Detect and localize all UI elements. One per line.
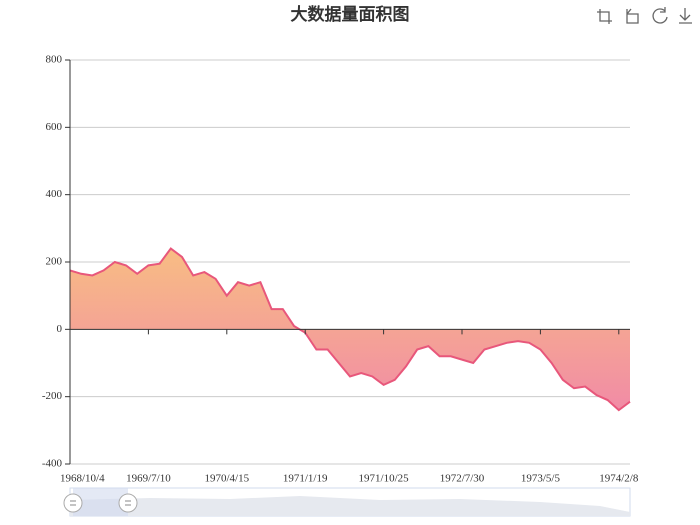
zoom-reset-icon[interactable]	[626, 8, 639, 24]
x-tick-label: 1971/1/19	[283, 473, 328, 485]
zoom-handle[interactable]	[63, 493, 83, 513]
x-tick-label: 1971/10/25	[359, 473, 410, 485]
data-zoom[interactable]	[63, 487, 631, 517]
y-tick-label: 600	[46, 121, 63, 133]
line	[69, 247, 631, 412]
restore-icon[interactable]	[652, 7, 668, 24]
y-tick-label: 200	[46, 256, 63, 268]
y-tick-label: 0	[57, 323, 63, 335]
toolbox[interactable]	[597, 7, 692, 24]
save-icon[interactable]	[679, 8, 692, 24]
y-tick-label: 400	[46, 188, 63, 200]
x-tick-label: 1969/7/10	[126, 473, 171, 485]
zoom-handle[interactable]	[118, 493, 138, 513]
y-tick-label: -400	[42, 458, 63, 470]
y-tick-label: -200	[42, 390, 63, 402]
x-tick-label: 1970/4/15	[204, 473, 249, 485]
zoom-preview	[70, 496, 630, 516]
x-tick-label: 1973/5/5	[521, 473, 561, 485]
handle-grip	[70, 500, 131, 506]
x-tick-label: 1968/10/4	[60, 473, 105, 485]
y-tick-label: 800	[46, 54, 63, 66]
x-tick-label: 1972/7/30	[440, 473, 485, 485]
area	[70, 248, 630, 411]
zoom-icon[interactable]	[597, 9, 612, 24]
chart-title: 大数据量面积图	[291, 4, 410, 25]
x-tick-label: 1974/2/8	[599, 473, 639, 485]
